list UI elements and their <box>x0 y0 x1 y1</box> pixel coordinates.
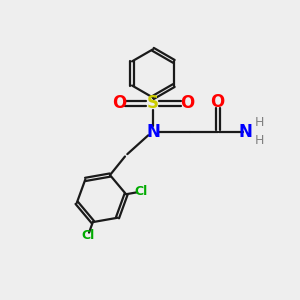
Text: H: H <box>255 116 265 129</box>
Text: N: N <box>146 123 160 141</box>
Text: O: O <box>112 94 126 112</box>
Text: N: N <box>239 123 253 141</box>
Text: Cl: Cl <box>81 230 94 242</box>
Text: O: O <box>180 94 194 112</box>
Text: H: H <box>255 134 265 147</box>
Text: S: S <box>147 94 159 112</box>
Text: O: O <box>211 93 225 111</box>
Text: Cl: Cl <box>134 185 147 198</box>
